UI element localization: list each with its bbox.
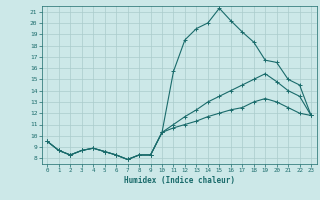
X-axis label: Humidex (Indice chaleur): Humidex (Indice chaleur) [124, 176, 235, 185]
